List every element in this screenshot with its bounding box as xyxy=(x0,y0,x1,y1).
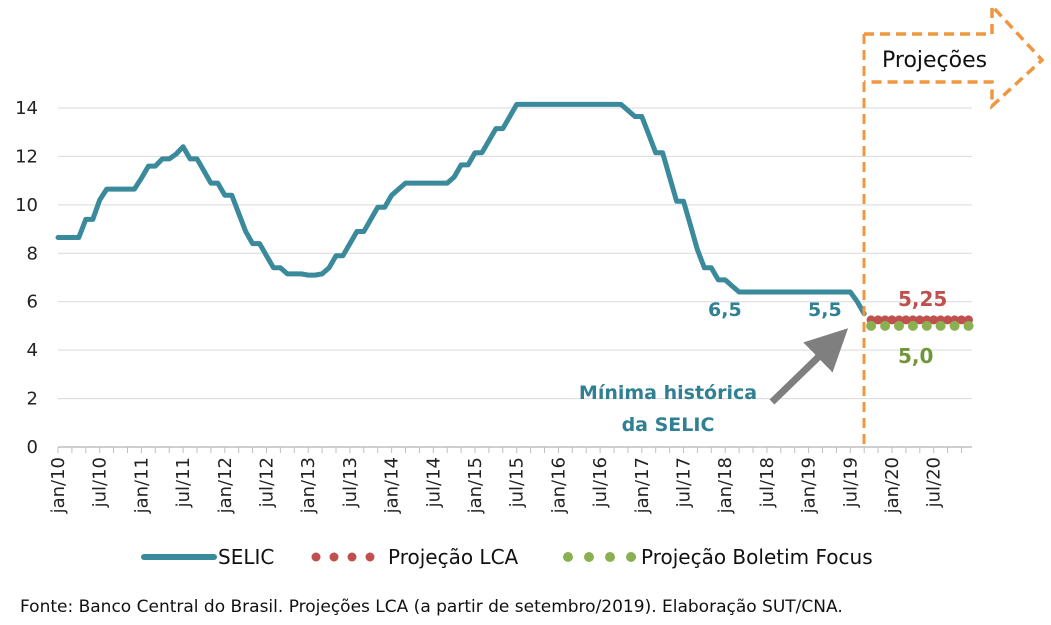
x-axis: jan/10 jul/10 jan/11 jul/11 jan/12 jul/12 jan/… xyxy=(48,446,972,514)
series-point-lca xyxy=(901,315,911,325)
y-tick-label: 2 xyxy=(27,389,38,410)
series-point-focus xyxy=(949,320,960,331)
series-point-lca xyxy=(929,315,939,325)
x-tick-label: jan/11 xyxy=(131,457,152,514)
source-note: Fonte: Banco Central do Brasil. Projeçõe… xyxy=(20,597,843,617)
projections-label: Projeções xyxy=(882,48,987,73)
annotation-selic-2018: 6,5 xyxy=(708,299,742,321)
series-point-focus xyxy=(894,320,904,331)
x-tick-label: jan/12 xyxy=(215,457,236,514)
x-tick-label: jan/16 xyxy=(548,457,569,514)
series-point-focus xyxy=(935,320,946,331)
y-tick-label: 6 xyxy=(27,292,38,313)
y-tick-label: 14 xyxy=(15,98,38,119)
annotations: 6,5 5,5 5,25 5,0 Mínima histórica da SEL… xyxy=(579,287,947,436)
x-tick-label: jan/18 xyxy=(715,457,736,514)
x-tick-label: jul/20 xyxy=(924,457,945,508)
x-tick-label: jul/13 xyxy=(340,457,361,508)
series-point-focus xyxy=(880,320,891,331)
gridlines xyxy=(58,107,972,400)
annotation-minimum-line2: da SELIC xyxy=(622,414,715,436)
y-tick-label: 4 xyxy=(27,340,38,361)
x-tick-label: jul/17 xyxy=(674,457,695,508)
annotation-lca-value: 5,25 xyxy=(898,287,947,311)
x-tick-label: jul/15 xyxy=(507,457,528,508)
x-tick-label: jul/16 xyxy=(590,457,611,508)
legend-swatch-lca xyxy=(311,552,375,562)
minimum-pointer-arrow-icon xyxy=(769,328,849,405)
x-tick-label: jan/10 xyxy=(48,457,69,514)
series-line-selic xyxy=(55,101,867,317)
series-point-focus xyxy=(907,320,918,331)
y-tick-label: 8 xyxy=(27,243,38,264)
legend-label-selic: SELIC xyxy=(218,545,274,569)
x-tick-label: jul/12 xyxy=(257,457,278,508)
legend-swatch-focus xyxy=(563,552,636,562)
y-tick-label: 0 xyxy=(27,437,38,458)
x-tick-label: jan/13 xyxy=(298,457,319,514)
y-axis: 0 2 4 6 8 10 12 14 xyxy=(15,98,38,458)
x-tick-label: jan/17 xyxy=(632,457,653,514)
series-point-focus xyxy=(866,320,877,331)
x-tick-label: jan/15 xyxy=(465,457,486,514)
legend: SELIC Projeção LCA Projeção Boletim Focu… xyxy=(141,545,873,569)
series-point-focus xyxy=(921,320,932,331)
series-point-lca xyxy=(887,315,897,325)
x-tick-label: jul/14 xyxy=(423,457,444,508)
series-point-lca xyxy=(943,315,953,325)
x-tick-label: jan/19 xyxy=(799,457,820,514)
legend-label-lca: Projeção LCA xyxy=(388,545,519,569)
x-tick-label: jul/18 xyxy=(757,457,778,508)
annotation-selic-2019: 5,5 xyxy=(808,299,842,321)
series-layer xyxy=(55,101,974,331)
series-point-lca xyxy=(873,315,883,325)
annotation-focus-value: 5,0 xyxy=(898,344,933,368)
x-tick-label: jul/11 xyxy=(173,457,194,508)
series-point-focus xyxy=(963,320,974,331)
x-tick-label: jan/20 xyxy=(882,457,903,514)
y-tick-label: 10 xyxy=(15,195,38,216)
x-tick-label: jan/14 xyxy=(382,457,403,514)
projection-arrow-icon xyxy=(864,1,1045,110)
y-tick-label: 12 xyxy=(15,146,38,167)
x-tick-label: jul/19 xyxy=(840,457,861,508)
series-point-lca xyxy=(915,315,925,325)
x-tick-label: jul/10 xyxy=(90,457,111,508)
legend-label-focus: Projeção Boletim Focus xyxy=(641,545,873,569)
projection-marker: Projeções xyxy=(862,1,1045,447)
annotation-minimum-line1: Mínima histórica xyxy=(579,382,757,404)
series-point-lca xyxy=(957,315,966,325)
